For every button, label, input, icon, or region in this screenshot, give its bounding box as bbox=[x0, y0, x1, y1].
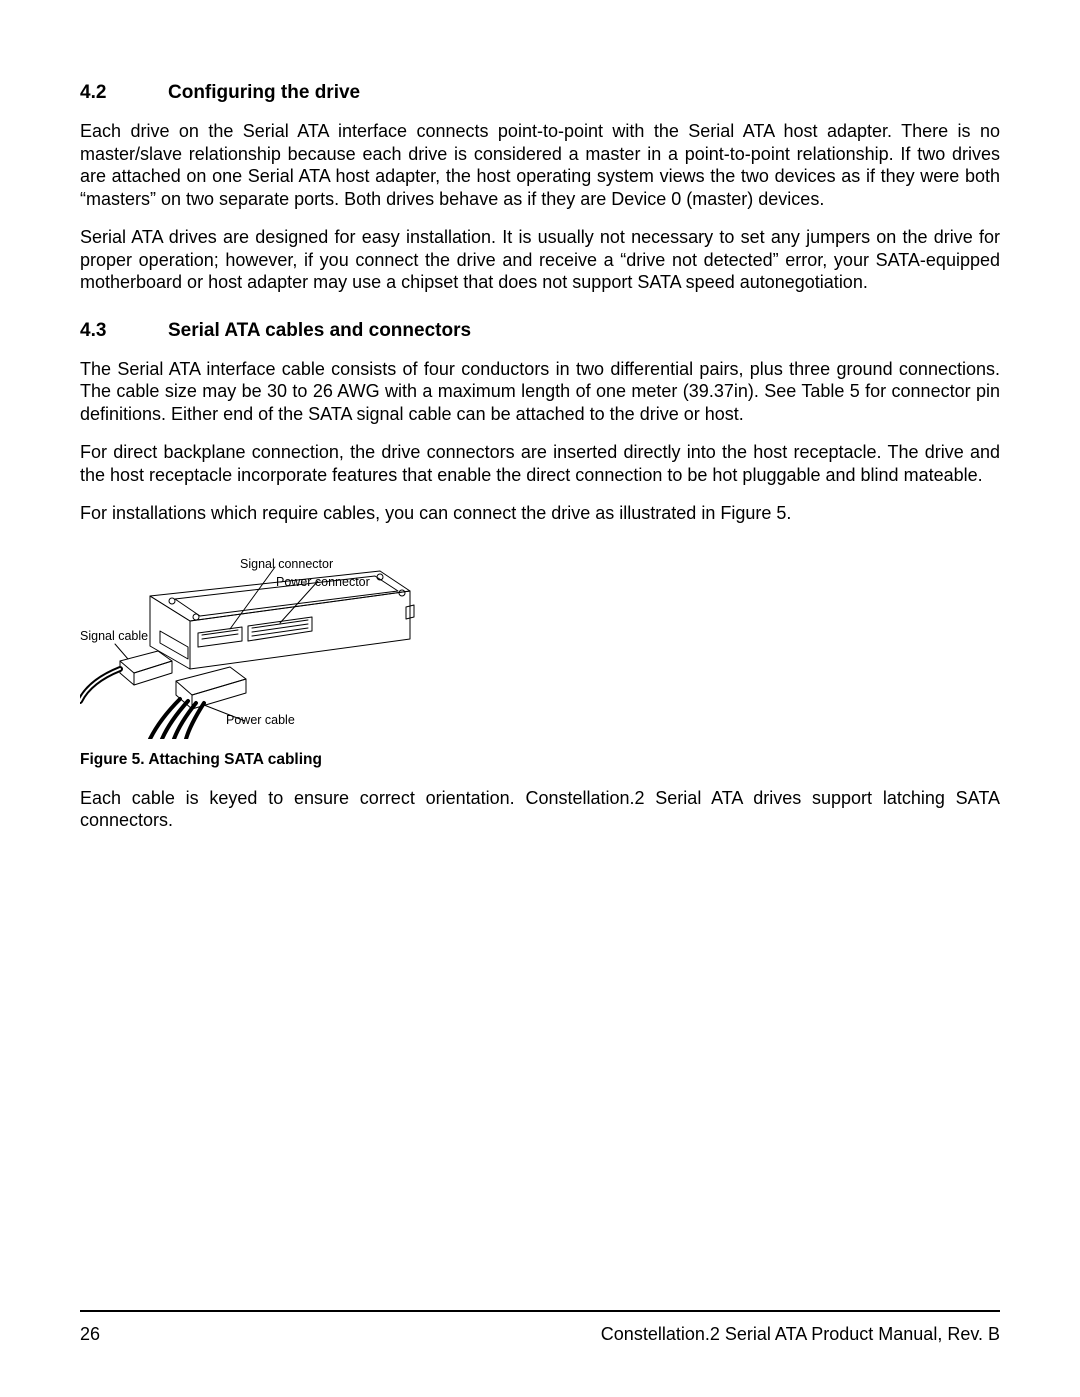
figure-sata-cabling: Signal connector Power connector Signal … bbox=[80, 551, 420, 739]
manual-title: Constellation.2 Serial ATA Product Manua… bbox=[601, 1324, 1000, 1345]
paragraph: Each drive on the Serial ATA interface c… bbox=[80, 120, 1000, 210]
page-number: 26 bbox=[80, 1324, 100, 1345]
figure-label-power-connector: Power connector bbox=[276, 575, 370, 589]
paragraph: Serial ATA drives are designed for easy … bbox=[80, 226, 1000, 294]
paragraph: For direct backplane connection, the dri… bbox=[80, 441, 1000, 486]
paragraph: The Serial ATA interface cable consists … bbox=[80, 358, 1000, 426]
section-heading-4-2: 4.2 Configuring the drive bbox=[80, 82, 1000, 104]
section-number: 4.3 bbox=[80, 320, 168, 342]
figure-label-power-cable: Power cable bbox=[226, 713, 295, 727]
section-title: Serial ATA cables and connectors bbox=[168, 320, 471, 342]
section-title: Configuring the drive bbox=[168, 82, 360, 104]
section-number: 4.2 bbox=[80, 82, 168, 104]
paragraph: Each cable is keyed to ensure correct or… bbox=[80, 787, 1000, 832]
section-heading-4-3: 4.3 Serial ATA cables and connectors bbox=[80, 320, 1000, 342]
page: 4.2 Configuring the drive Each drive on … bbox=[0, 0, 1080, 1397]
paragraph: For installations which require cables, … bbox=[80, 502, 1000, 525]
figure-label-signal-connector: Signal connector bbox=[240, 557, 333, 571]
figure-label-signal-cable: Signal cable bbox=[80, 629, 148, 643]
page-footer: 26 Constellation.2 Serial ATA Product Ma… bbox=[80, 1310, 1000, 1345]
figure-caption: Figure 5. Attaching SATA cabling bbox=[80, 751, 1000, 769]
